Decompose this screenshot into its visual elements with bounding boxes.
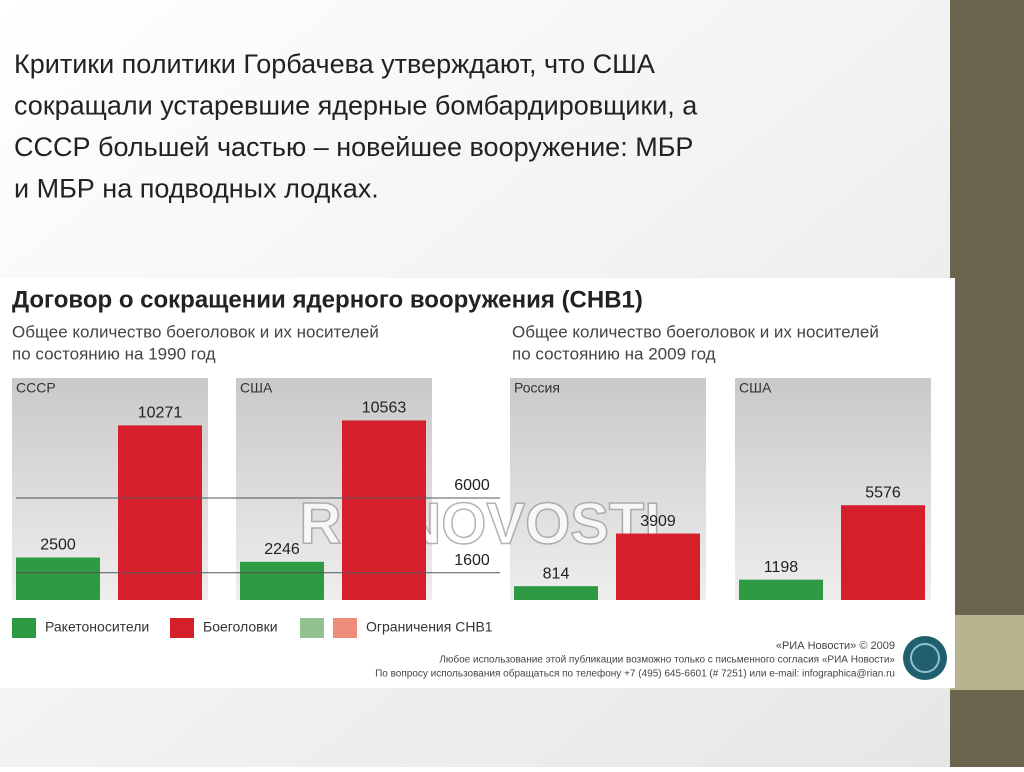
panel-label: США [739, 380, 772, 396]
slide-line: Критики политики Горбачева утверждают, ч… [14, 49, 655, 79]
legend-swatch [170, 618, 194, 638]
slide-line: сокращали устаревшие ядерные бомбардиров… [14, 91, 698, 121]
slide-line: СССР большей частью – новейшее вооружени… [14, 132, 693, 162]
bar [16, 557, 100, 600]
slide-text: Критики политики Горбачева утверждают, ч… [14, 49, 698, 204]
value-label: 2246 [264, 541, 300, 558]
legend-swatch [12, 618, 36, 638]
bar [616, 533, 700, 600]
value-label: 2500 [40, 537, 76, 554]
panel-label: США [240, 380, 273, 396]
legend-label: Ограничения СНВ1 [366, 619, 493, 635]
legend-swatch [300, 618, 324, 638]
legend-label: Боеголовки [203, 619, 278, 635]
value-label: 5576 [865, 484, 901, 501]
value-label: 1198 [764, 559, 799, 576]
subtitle: Общее количество боеголовок и их носител… [12, 322, 379, 341]
subtitle: по состоянию на 2009 год [512, 344, 716, 363]
bar [739, 579, 823, 600]
value-label: 10271 [138, 405, 183, 422]
panel-label: Россия [514, 380, 560, 396]
value-label: 3909 [640, 513, 676, 530]
limit-label: 1600 [454, 552, 490, 569]
panel-label: СССР [16, 380, 56, 396]
subtitle: по состоянию на 1990 год [12, 344, 216, 363]
logo-ring [910, 643, 940, 673]
value-label: 10563 [362, 400, 407, 417]
credit-line: Любое использование этой публикации возм… [439, 654, 895, 666]
side-band-accent [950, 615, 1024, 690]
bar [342, 420, 426, 600]
legend-swatch [333, 618, 357, 638]
bar [240, 561, 324, 600]
credit-line: «РИА Новости» © 2009 [776, 640, 895, 652]
bar [514, 586, 598, 600]
bar [841, 505, 925, 600]
logo [903, 636, 947, 680]
bar [118, 425, 202, 600]
legend-label: Ракетоносители [45, 619, 149, 635]
slide-line: и МБР на подводных лодках. [14, 174, 379, 204]
credit-line: По вопросу использования обращаться по т… [375, 668, 895, 680]
subtitle: Общее количество боеголовок и их носител… [512, 322, 879, 341]
limit-label: 6000 [454, 477, 490, 494]
value-label: 814 [543, 565, 570, 582]
chart-title: Договор о сокращении ядерного вооружения… [12, 286, 643, 313]
